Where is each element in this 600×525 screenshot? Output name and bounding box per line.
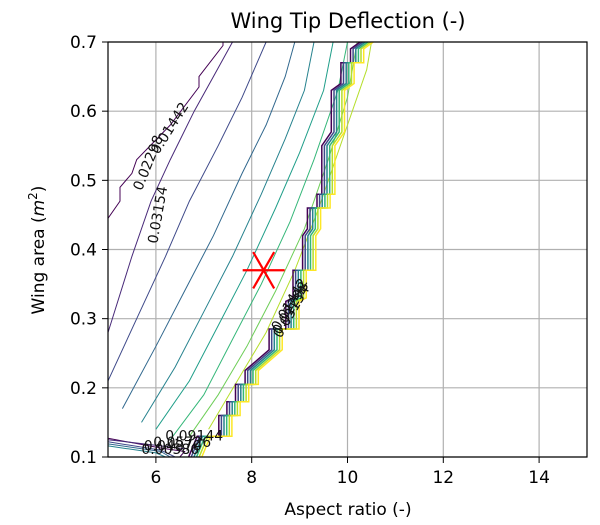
y-axis-label: Wing area (m2) bbox=[26, 186, 49, 315]
contour-line bbox=[155, 42, 334, 430]
feasibility-boundary-line bbox=[193, 42, 366, 457]
boundary-contour-line bbox=[108, 439, 185, 450]
x-axis-label: Aspect ratio (-) bbox=[284, 500, 411, 520]
feasibility-boundary-line bbox=[190, 42, 364, 457]
y-axis-label-text: Wing area ( bbox=[29, 216, 49, 314]
contour-label: 0.05726 bbox=[153, 435, 211, 451]
y-tick-label: 0.6 bbox=[70, 102, 97, 122]
x-tick-label: 10 bbox=[337, 468, 359, 488]
y-tick-label: 0.2 bbox=[70, 379, 97, 399]
boundary-contour-line bbox=[108, 443, 171, 457]
design-point-marker bbox=[242, 251, 285, 289]
boundary-contour-line bbox=[108, 445, 166, 457]
x-tick-label: 12 bbox=[432, 468, 454, 488]
x-tick-label: 6 bbox=[150, 468, 161, 488]
contour-line bbox=[108, 42, 224, 219]
feasibility-boundary-line bbox=[195, 42, 369, 457]
contour-line bbox=[141, 42, 315, 423]
y-tick-label: 0.5 bbox=[70, 171, 97, 191]
contour-line bbox=[108, 42, 267, 382]
x-tick-label: 14 bbox=[528, 468, 550, 488]
y-tick-label: 0.4 bbox=[70, 241, 97, 261]
boundary-contour-line bbox=[108, 441, 176, 457]
y-axis-label-close: ) bbox=[29, 186, 49, 193]
contour-line bbox=[121, 42, 296, 409]
feasibility-boundary-line bbox=[198, 42, 372, 457]
contour-label: 0.00586 bbox=[141, 442, 199, 458]
contour-line bbox=[108, 42, 233, 333]
marker-stroke bbox=[252, 251, 276, 289]
contour-lines bbox=[108, 42, 374, 457]
y-tick-label: 0.1 bbox=[70, 448, 97, 468]
contour-label: 0.09144 bbox=[165, 428, 223, 444]
y-tick-label: 0.7 bbox=[70, 33, 97, 53]
contour-label: 0.04870 bbox=[144, 439, 202, 455]
axis-ticks: 6 8 10 12 14 0.1 0.2 0.3 0.4 0.5 0.6 0.7 bbox=[70, 33, 550, 488]
feasibility-boundary-line bbox=[201, 42, 374, 457]
y-axis-label-exponent: 2 bbox=[26, 192, 40, 200]
contour-line bbox=[208, 42, 372, 430]
y-tick-label: 0.3 bbox=[70, 310, 97, 330]
x-tick-label: 8 bbox=[246, 468, 257, 488]
chart-title: Wing Tip Deflection (-) bbox=[230, 9, 465, 33]
y-axis-label-unit: m bbox=[29, 200, 49, 217]
feasibility-boundary-line bbox=[187, 42, 361, 457]
